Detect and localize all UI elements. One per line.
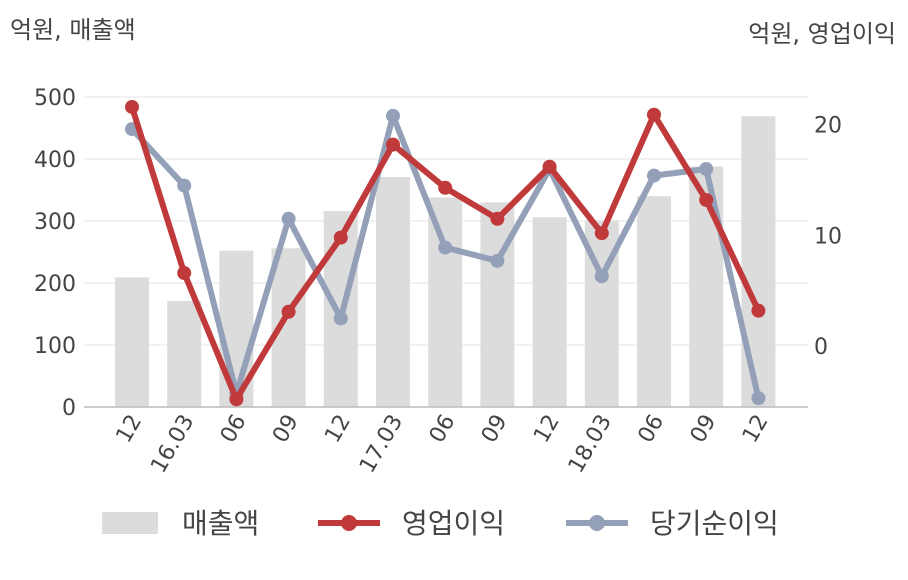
data-point: [229, 392, 244, 407]
x-tick-label: 06: [425, 411, 461, 448]
data-point: [751, 391, 766, 406]
x-tick-labels: 12 16.03 06 09 12 17.03 06 09 12 18.03 06 09 12: [112, 411, 774, 478]
data-point: [438, 180, 453, 195]
x-tick-label: 06: [634, 411, 670, 448]
y-left-tick-label: 100: [34, 334, 76, 359]
legend-label-operating-profit: 영업이익: [402, 507, 505, 540]
x-tick-label: 09: [268, 411, 304, 448]
x-tick-label: 12: [529, 411, 565, 448]
y-left-tick-labels: 0 100 200 300 400 500: [34, 86, 76, 421]
y-left-tick-label: 0: [62, 396, 76, 421]
legend-swatch-revenue: [102, 512, 158, 534]
y-left-tick-label: 200: [34, 272, 76, 297]
x-tick-label: 12: [738, 411, 774, 448]
data-point: [281, 211, 296, 226]
data-point: [125, 99, 139, 114]
x-tick-label: 09: [477, 411, 513, 448]
y-right-tick-labels: 0 10 20: [814, 114, 842, 360]
bar: [376, 176, 410, 407]
data-point: [699, 161, 714, 176]
x-tick-label: 09: [686, 411, 722, 448]
bar: [428, 197, 463, 407]
legend-marker-operating-profit: [341, 515, 357, 531]
legend: 매출액 영업이익 당기순이익: [102, 507, 779, 540]
data-point: [177, 266, 192, 281]
y-right-tick-label: 20: [814, 114, 842, 139]
data-point: [490, 253, 505, 268]
x-tick-label: 18.03: [564, 411, 617, 478]
right-axis-unit: 억원, 영업이익: [748, 20, 896, 48]
bar: [480, 202, 515, 407]
data-point: [386, 108, 400, 123]
data-point: [647, 168, 661, 183]
data-point: [699, 192, 714, 207]
y-left-tick-label: 300: [34, 210, 76, 235]
data-point: [647, 107, 661, 122]
bar: [532, 217, 567, 407]
y-right-tick-label: 10: [814, 224, 842, 249]
x-tick-label: 12: [320, 411, 356, 448]
data-point: [542, 159, 557, 174]
data-point: [177, 178, 192, 193]
data-point: [594, 269, 609, 284]
profit-lines: [125, 99, 766, 407]
left-axis-unit: 억원, 매출액: [10, 16, 136, 44]
x-tick-label: 17.03: [355, 411, 408, 478]
data-point: [594, 226, 609, 241]
data-point: [490, 211, 505, 226]
x-tick-label: 06: [216, 411, 252, 448]
legend-label-net-income: 당기순이익: [650, 507, 779, 540]
data-point: [333, 230, 348, 245]
data-point: [386, 137, 400, 152]
y-left-tick-label: 400: [34, 148, 76, 173]
x-tick-label: 12: [112, 411, 148, 448]
data-point: [438, 240, 453, 255]
bar: [115, 277, 149, 407]
y-left-tick-label: 500: [34, 86, 76, 111]
revenue-bars: [115, 116, 776, 407]
bar: [741, 116, 776, 407]
legend-label-revenue: 매출액: [182, 507, 259, 540]
y-right-tick-label: 0: [814, 335, 828, 360]
legend-marker-net-income: [589, 515, 605, 531]
bar: [167, 300, 202, 407]
data-point: [751, 303, 766, 318]
data-point: [281, 304, 296, 319]
bar: [637, 196, 671, 407]
x-tick-label: 16.03: [146, 411, 199, 478]
data-point: [333, 311, 348, 326]
